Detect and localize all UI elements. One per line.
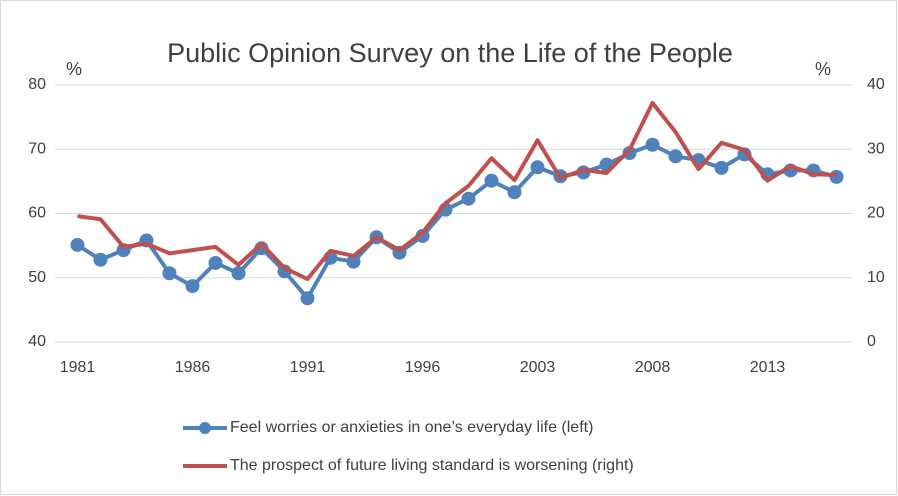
y-tick-label: 50 xyxy=(28,269,46,286)
y-axis-label: % xyxy=(66,59,82,79)
data-point xyxy=(507,185,522,200)
data-point xyxy=(231,266,246,281)
data-point xyxy=(93,252,108,267)
data-point xyxy=(208,255,223,270)
x-tick-label: 1986 xyxy=(175,359,211,376)
legend-label: Feel worries or anxieties in one’s every… xyxy=(230,419,593,436)
legend-marker xyxy=(199,422,211,434)
data-point xyxy=(645,137,660,152)
legend-label: The prospect of future living standard i… xyxy=(230,457,634,474)
y2-tick-label: 10 xyxy=(867,269,885,286)
data-point xyxy=(530,160,545,175)
data-point xyxy=(461,191,476,206)
data-point xyxy=(162,266,177,281)
x-tick-label: 2008 xyxy=(635,359,671,376)
data-point xyxy=(622,146,637,161)
x-tick-label: 1991 xyxy=(290,359,326,376)
chart-title: Public Opinion Survey on the Life of the… xyxy=(167,38,733,68)
x-tick-label: 2003 xyxy=(520,359,556,376)
y2-tick-label: 0 xyxy=(867,333,876,350)
y-tick-label: 70 xyxy=(28,140,46,157)
y2-tick-label: 30 xyxy=(867,140,885,157)
data-point xyxy=(829,169,844,184)
series-line xyxy=(77,100,837,282)
x-tick-label: 1981 xyxy=(60,359,96,376)
y2-tick-label: 20 xyxy=(867,205,885,222)
data-point xyxy=(346,254,361,269)
x-tick-label: 1996 xyxy=(405,359,441,376)
y-tick-label: 80 xyxy=(28,76,46,93)
data-point xyxy=(70,237,85,252)
data-point xyxy=(668,149,683,164)
data-point xyxy=(714,160,729,175)
y-tick-label: 60 xyxy=(28,205,46,222)
data-point xyxy=(415,228,430,243)
data-point xyxy=(484,173,499,188)
data-point xyxy=(185,279,200,294)
x-tick-label: 2013 xyxy=(750,359,786,376)
y2-axis-label: % xyxy=(815,59,831,79)
y2-tick-label: 40 xyxy=(867,76,885,93)
series-line xyxy=(76,142,838,301)
y-tick-label: 40 xyxy=(28,333,46,350)
data-point xyxy=(300,291,315,306)
